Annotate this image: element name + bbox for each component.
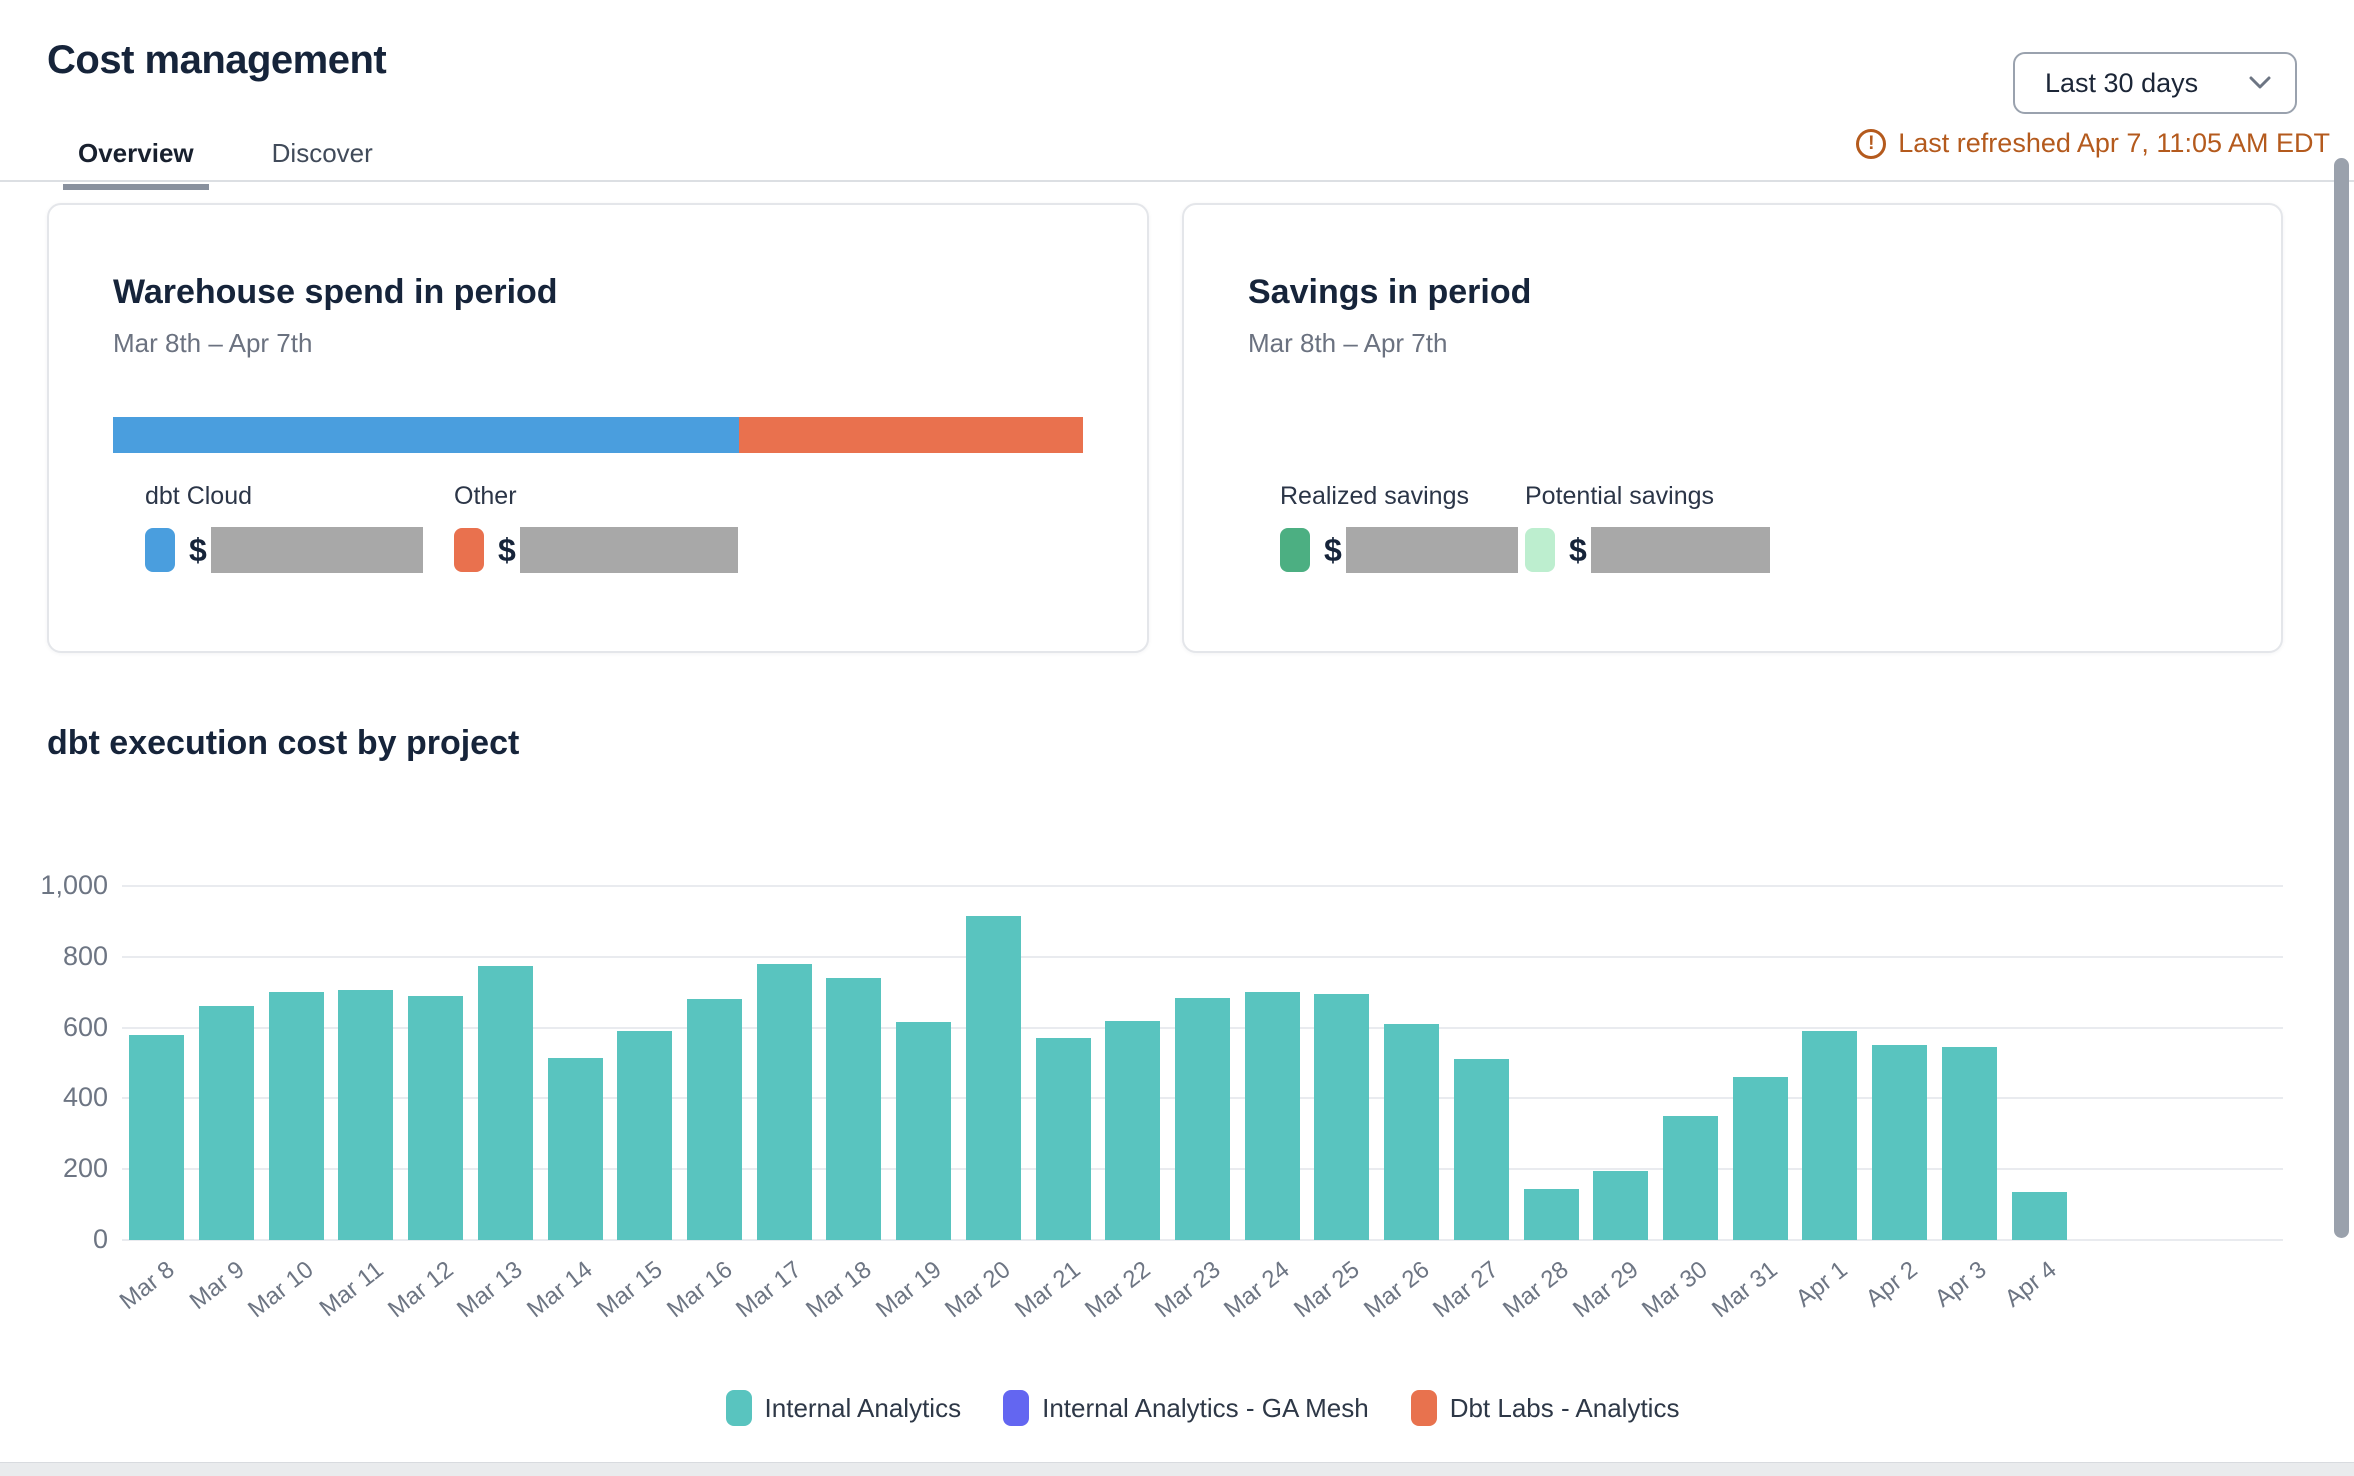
bar-mar-14[interactable]	[547, 1057, 603, 1240]
bar-mar-29[interactable]	[1593, 1170, 1649, 1240]
bar-mar-31[interactable]	[1732, 1077, 1788, 1240]
legend-item-label: Internal Analytics	[764, 1392, 962, 1423]
bar-mar-19[interactable]	[896, 1022, 952, 1240]
legend-item-label: Internal Analytics - GA Mesh	[1042, 1392, 1369, 1423]
tabs-divider	[0, 180, 2354, 182]
realized-savings-swatch	[1280, 528, 1310, 572]
y-axis-tick-label: 600	[62, 1011, 108, 1042]
savings-legend: Realized savings $ Potential savings $	[1280, 482, 1770, 573]
y-axis-tick-label: 400	[62, 1082, 108, 1113]
warning-circle-icon: !	[1856, 128, 1887, 159]
y-axis-tick-label: 800	[62, 940, 108, 971]
other-swatch	[454, 528, 484, 572]
bar-mar-11[interactable]	[338, 990, 394, 1240]
bar-apr-1[interactable]	[1802, 1031, 1858, 1240]
bar-apr-4[interactable]	[2011, 1192, 2067, 1240]
bar-mar-9[interactable]	[199, 1006, 255, 1240]
legend-group-realized-savings: Realized savings $	[1280, 482, 1525, 573]
legend-label: dbt Cloud	[145, 482, 253, 510]
bar-mar-13[interactable]	[477, 965, 533, 1240]
legend-label: Realized savings	[1280, 482, 1469, 510]
legend-group-other: Other $	[454, 482, 763, 573]
bar-mar-25[interactable]	[1314, 993, 1370, 1240]
currency-symbol: $	[1324, 531, 1342, 568]
bar-mar-27[interactable]	[1453, 1059, 1509, 1240]
currency-symbol: $	[189, 531, 207, 568]
bar-mar-15[interactable]	[617, 1031, 673, 1240]
bar-mar-22[interactable]	[1105, 1020, 1161, 1240]
chart-title: dbt execution cost by project	[47, 724, 520, 762]
tab-overview[interactable]: Overview	[63, 128, 209, 190]
potential-savings-swatch	[1525, 528, 1555, 572]
bar-mar-20[interactable]	[965, 916, 1021, 1240]
y-axis-tick-label: 1,000	[40, 870, 108, 900]
bar-apr-3[interactable]	[1941, 1047, 1997, 1240]
y-axis-tick-label: 0	[92, 1224, 108, 1254]
tab-bar: Overview Discover	[63, 128, 388, 190]
gridline	[122, 1239, 2283, 1241]
redacted-value	[1345, 527, 1518, 573]
warehouse-card-title: Warehouse spend in period	[113, 273, 558, 311]
page-title: Cost management	[47, 38, 387, 82]
savings-card: Savings in period Mar 8th – Apr 7th Real…	[1182, 203, 2283, 653]
spend-segment-dbt-cloud[interactable]	[113, 417, 739, 453]
legend-label: Potential savings	[1525, 482, 1715, 510]
last-refreshed-status: ! Last refreshed Apr 7, 11:05 AM EDT	[1856, 128, 2330, 159]
currency-symbol: $	[498, 531, 516, 568]
spend-segment-other[interactable]	[738, 417, 1083, 453]
bar-mar-21[interactable]	[1035, 1038, 1091, 1240]
period-selector-value: Last 30 days	[2045, 67, 2199, 98]
bar-mar-8[interactable]	[129, 1034, 185, 1240]
savings-card-period: Mar 8th – Apr 7th	[1248, 328, 1448, 358]
bar-mar-12[interactable]	[408, 995, 464, 1240]
legend-group-potential-savings: Potential savings $	[1525, 482, 1770, 573]
gridline	[122, 955, 2283, 958]
currency-symbol: $	[1569, 531, 1587, 568]
warehouse-legend: dbt Cloud $ Other $	[145, 482, 763, 573]
bar-mar-18[interactable]	[826, 978, 882, 1240]
vertical-scrollbar-thumb[interactable]	[2334, 158, 2349, 1238]
legend-item-dbt-labs-analytics[interactable]: Dbt Labs - Analytics	[1410, 1390, 1680, 1426]
legend-item-label: Dbt Labs - Analytics	[1449, 1392, 1680, 1423]
bar-mar-24[interactable]	[1244, 992, 1300, 1240]
bar-mar-16[interactable]	[687, 999, 743, 1240]
bar-chart-plot: 0 200 400 600 800 1,000 Mar 8 Mar 9 Mar 10 Mar 11…	[40, 870, 2283, 1323]
dbt-labs-analytics-swatch	[1410, 1390, 1437, 1426]
chevron-down-icon	[2249, 76, 2271, 89]
bar-mar-10[interactable]	[268, 992, 324, 1240]
legend-label: Other	[454, 482, 517, 510]
legend-item-ga-mesh[interactable]: Internal Analytics - GA Mesh	[1003, 1390, 1369, 1426]
warehouse-spend-stacked-bar	[113, 417, 1083, 453]
warehouse-card-period: Mar 8th – Apr 7th	[113, 328, 313, 358]
period-selector-dropdown[interactable]: Last 30 days	[2013, 52, 2297, 114]
redacted-value	[210, 527, 423, 573]
bar-mar-23[interactable]	[1175, 997, 1230, 1240]
redacted-value	[519, 527, 738, 573]
gridline	[122, 885, 2283, 887]
ga-mesh-swatch	[1003, 1390, 1030, 1426]
bar-mar-28[interactable]	[1523, 1188, 1579, 1240]
last-refreshed-text: Last refreshed Apr 7, 11:05 AM EDT	[1898, 128, 2330, 158]
redacted-value	[1590, 527, 1770, 573]
bar-mar-17[interactable]	[756, 963, 812, 1240]
dbt-cloud-swatch	[145, 528, 175, 572]
legend-group-dbt-cloud: dbt Cloud $	[145, 482, 454, 573]
tab-discover[interactable]: Discover	[271, 138, 373, 168]
savings-card-title: Savings in period	[1248, 273, 1532, 311]
bar-mar-26[interactable]	[1384, 1024, 1440, 1240]
horizontal-scrollbar[interactable]	[0, 1462, 2354, 1476]
bar-apr-2[interactable]	[1872, 1045, 1928, 1240]
warehouse-spend-card: Warehouse spend in period Mar 8th – Apr …	[47, 203, 1149, 653]
y-axis-tick-label: 200	[62, 1153, 108, 1184]
legend-item-internal-analytics[interactable]: Internal Analytics	[725, 1390, 962, 1426]
internal-analytics-swatch	[725, 1390, 752, 1426]
bar-mar-30[interactable]	[1662, 1116, 1718, 1240]
chart-legend: Internal Analytics Internal Analytics - …	[122, 1390, 2283, 1426]
